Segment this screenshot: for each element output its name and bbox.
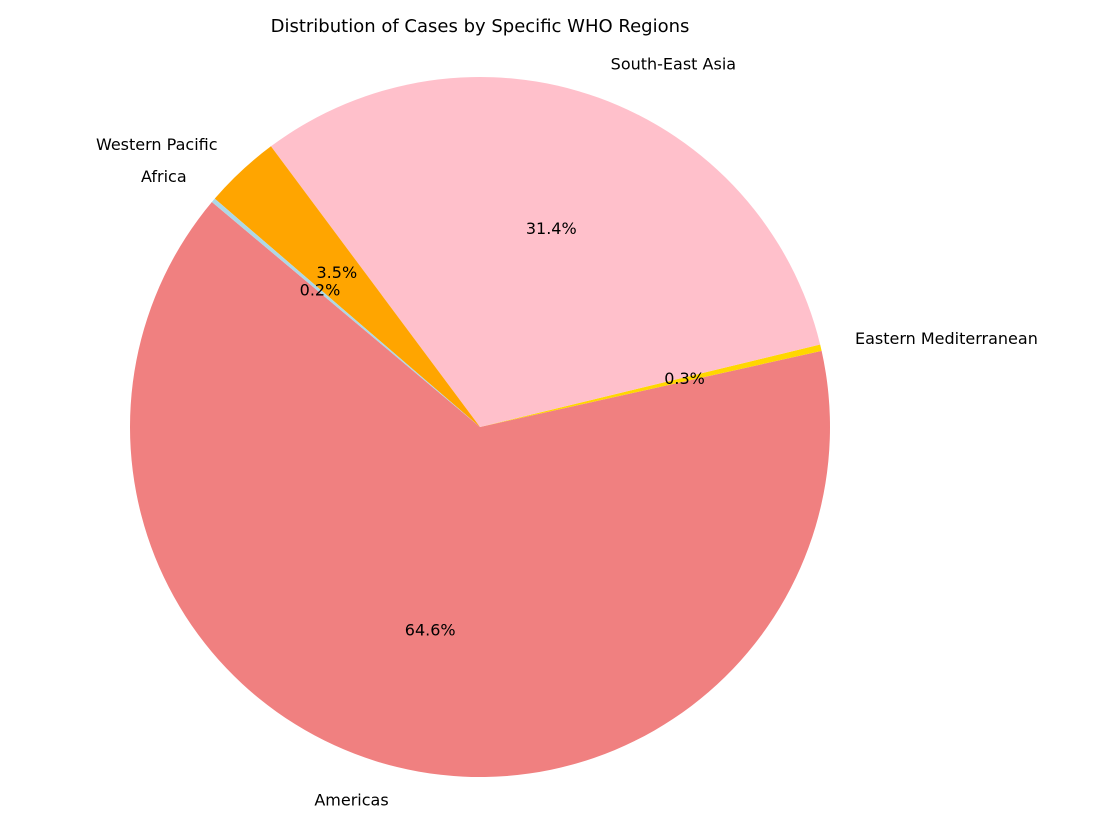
slice-percent-eastern-mediterranean: 0.3% — [664, 369, 705, 388]
slice-percent-americas: 64.6% — [405, 621, 456, 640]
slice-label-south-east-asia: South-East Asia — [611, 54, 736, 73]
slice-percent-south-east-asia: 31.4% — [526, 219, 577, 238]
slice-percent-africa: 0.2% — [300, 281, 341, 300]
slice-percent-western-pacific: 3.5% — [317, 263, 358, 282]
pie-slice-americas — [130, 202, 830, 777]
pie-slice-south-east-asia — [270, 77, 821, 427]
chart-title: Distribution of Cases by Specific WHO Re… — [271, 16, 690, 37]
pie-slice-africa — [211, 198, 480, 427]
pie-labels: Americas 64.6% Eastern Mediterranean 0.3% So… — [96, 54, 1038, 809]
slice-label-africa: Africa — [141, 167, 187, 186]
pie-slice-western-pacific — [214, 146, 480, 427]
pie-slice-eastern-mediterranean — [480, 344, 822, 427]
slice-label-americas: Americas — [314, 791, 388, 810]
slice-label-western-pacific: Western Pacific — [96, 135, 218, 154]
slice-label-eastern-mediterranean: Eastern Mediterranean — [855, 329, 1038, 348]
pie-slices — [130, 77, 830, 777]
